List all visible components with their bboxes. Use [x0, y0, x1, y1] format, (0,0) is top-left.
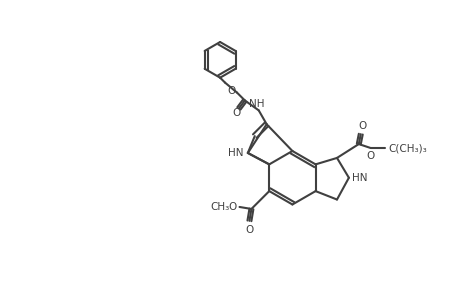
- Text: CH₃: CH₃: [210, 202, 229, 212]
- Text: C(CH₃)₃: C(CH₃)₃: [388, 143, 426, 153]
- Text: O: O: [228, 202, 236, 212]
- Text: O: O: [358, 121, 366, 131]
- Text: O: O: [366, 151, 374, 161]
- Text: NH: NH: [248, 99, 264, 110]
- Text: O: O: [232, 108, 241, 118]
- Text: HN: HN: [228, 148, 243, 158]
- Text: O: O: [245, 225, 253, 235]
- Text: O: O: [227, 85, 235, 96]
- Text: HN: HN: [351, 173, 367, 183]
